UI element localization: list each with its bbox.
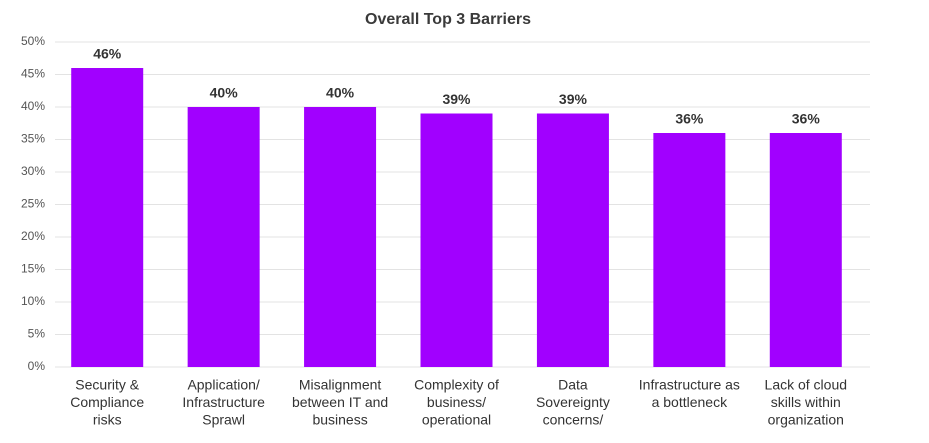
x-tick-label: Data — [558, 377, 588, 393]
value-label: 39% — [559, 91, 588, 107]
value-label: 40% — [326, 85, 355, 101]
x-tick-label: between IT and — [292, 394, 388, 410]
bar — [536, 113, 609, 367]
x-tick-label: organization — [768, 412, 844, 428]
x-tick-label: risks — [93, 412, 122, 428]
bar — [304, 107, 377, 367]
x-tick-label: Infrastructure as — [639, 377, 740, 393]
x-tick-label: business — [312, 412, 367, 428]
y-tick-label: 45% — [21, 67, 45, 81]
bar — [187, 107, 260, 367]
y-tick-label: 35% — [21, 132, 45, 146]
x-tick-label: skills within — [771, 394, 841, 410]
y-tick-label: 25% — [21, 197, 45, 211]
y-tick-label: 0% — [28, 359, 46, 373]
x-tick-label: business/ — [427, 394, 486, 410]
value-label: 46% — [93, 46, 122, 62]
chart-title: Overall Top 3 Barriers — [365, 11, 531, 28]
x-tick-label: a bottleneck — [652, 394, 728, 410]
x-tick-label: Infrastructure — [182, 394, 265, 410]
bar — [653, 133, 726, 367]
x-tick-label: Sovereignty — [536, 394, 610, 410]
bar — [769, 133, 842, 367]
bar — [420, 113, 493, 367]
value-label: 40% — [210, 85, 239, 101]
x-tick-label: Complexity of — [414, 377, 499, 393]
y-tick-label: 40% — [21, 99, 45, 113]
y-tick-label: 20% — [21, 229, 45, 243]
x-tick-label: concerns/ — [543, 412, 604, 428]
y-tick-label: 50% — [21, 34, 45, 48]
x-tick-label: Security & — [75, 377, 139, 393]
bar — [71, 68, 144, 367]
x-tick-label: Misalignment — [299, 377, 382, 393]
y-tick-label: 30% — [21, 164, 45, 178]
y-tick-label: 5% — [28, 327, 46, 341]
x-tick-label: Sprawl — [202, 412, 245, 428]
x-tick-label: operational — [422, 412, 491, 428]
y-tick-label: 15% — [21, 262, 45, 276]
value-label: 36% — [792, 111, 821, 127]
x-tick-label: Lack of cloud — [765, 377, 848, 393]
value-label: 36% — [675, 111, 704, 127]
x-tick-label: Application/ — [187, 377, 259, 393]
y-tick-label: 10% — [21, 294, 45, 308]
value-label: 39% — [442, 91, 471, 107]
x-tick-label: Compliance — [70, 394, 144, 410]
